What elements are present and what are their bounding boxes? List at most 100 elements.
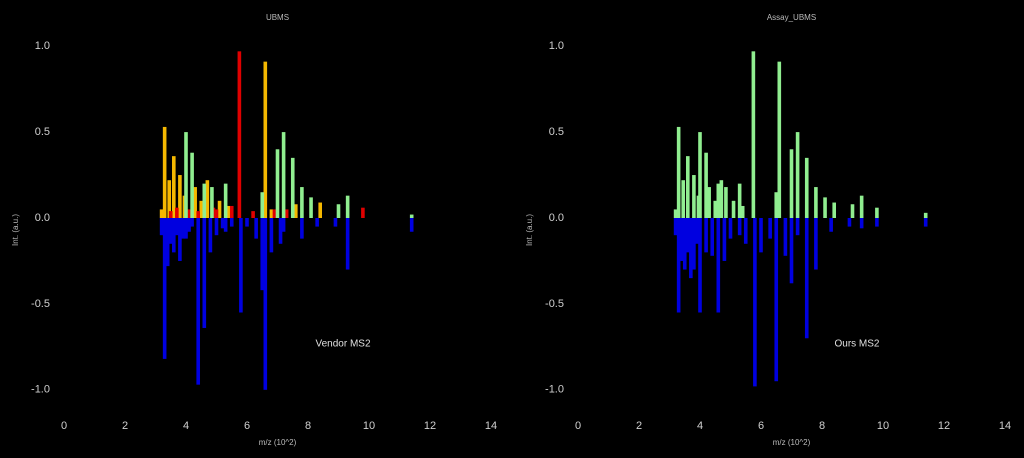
bar <box>254 218 258 239</box>
bar <box>260 192 265 218</box>
bar <box>202 218 207 328</box>
y-tick-label: 0.5 <box>549 126 564 138</box>
bar <box>724 187 728 218</box>
bar <box>168 211 173 218</box>
bar <box>409 214 414 218</box>
bar <box>237 51 242 218</box>
bar <box>859 218 864 229</box>
bar <box>175 218 179 236</box>
bar <box>682 218 687 270</box>
chart-title: Assay_UBMS <box>767 13 816 22</box>
bar <box>676 218 681 313</box>
x-tick-label: 2 <box>636 420 642 432</box>
bar <box>162 218 167 359</box>
bar <box>740 205 745 218</box>
x-tick-label: 4 <box>697 420 703 432</box>
bar <box>263 61 268 219</box>
bar <box>676 126 681 218</box>
bar <box>275 149 280 218</box>
bar <box>245 218 249 227</box>
bar <box>731 200 736 218</box>
bar <box>698 218 702 313</box>
annotation: Ours MS2 <box>834 339 879 350</box>
x-tick-label: 14 <box>485 420 497 432</box>
bar <box>713 200 718 218</box>
y-tick-label: 1.0 <box>549 40 564 52</box>
annotation: Vendor MS2 <box>315 339 370 350</box>
bar <box>205 180 210 218</box>
bar <box>229 218 234 227</box>
bar <box>184 132 188 218</box>
bar <box>859 195 864 218</box>
bar <box>208 218 213 253</box>
bar <box>272 209 277 218</box>
bar <box>187 218 191 232</box>
bar <box>923 218 928 227</box>
bar <box>229 205 234 218</box>
bar <box>217 200 222 218</box>
bar <box>196 218 200 385</box>
bar <box>300 187 304 218</box>
bar <box>774 192 779 218</box>
bar <box>172 156 176 218</box>
bar <box>278 218 283 244</box>
x-tick-label: 6 <box>244 420 250 432</box>
bar <box>686 218 690 253</box>
x-tick-label: 6 <box>758 420 764 432</box>
bar <box>239 218 243 313</box>
bar <box>269 218 274 253</box>
bar <box>795 218 800 236</box>
bar <box>345 195 350 218</box>
bar <box>159 218 164 236</box>
bar <box>689 218 693 279</box>
bar <box>804 218 809 339</box>
bar <box>333 218 338 227</box>
x-axis-label: m/z (10^2) <box>259 438 297 447</box>
bar <box>722 218 727 261</box>
y-tick-label: 0.0 <box>549 212 564 224</box>
bar <box>814 187 818 218</box>
y-tick-label: -0.5 <box>31 298 50 310</box>
bar <box>777 61 782 219</box>
y-tick-label: 1.0 <box>35 40 50 52</box>
x-tick-label: 4 <box>183 420 189 432</box>
bar <box>214 209 219 218</box>
bar <box>181 218 185 239</box>
bar <box>300 218 304 239</box>
bar <box>850 204 855 218</box>
bar <box>210 187 214 218</box>
bar <box>345 218 350 270</box>
x-tick-label: 12 <box>938 420 950 432</box>
bar <box>707 187 711 218</box>
bar <box>728 218 733 239</box>
bar <box>159 209 164 218</box>
bar <box>187 209 191 218</box>
bar <box>178 175 182 218</box>
bar <box>686 156 690 218</box>
bar <box>309 197 313 218</box>
bar <box>199 200 204 218</box>
bar <box>175 207 179 218</box>
bar <box>823 197 827 218</box>
bar <box>743 218 748 244</box>
bar <box>710 218 714 256</box>
chart-title: UBMS <box>266 13 289 22</box>
bar <box>409 218 414 232</box>
y-tick-label: 0.5 <box>35 126 50 138</box>
bar <box>361 207 365 218</box>
bar <box>294 204 298 218</box>
bar <box>269 209 274 218</box>
bar <box>829 218 833 232</box>
y-tick-label: 0.0 <box>35 212 50 224</box>
bar <box>223 218 228 232</box>
bar <box>167 180 172 218</box>
bar <box>814 218 818 270</box>
x-tick-label: 10 <box>877 420 889 432</box>
bar <box>875 218 879 227</box>
bar <box>223 183 228 218</box>
y-axis-label: Int. (a.u.) <box>11 214 20 246</box>
y-tick-label: -1.0 <box>31 384 50 396</box>
bar <box>263 218 268 390</box>
x-tick-label: 8 <box>305 420 311 432</box>
